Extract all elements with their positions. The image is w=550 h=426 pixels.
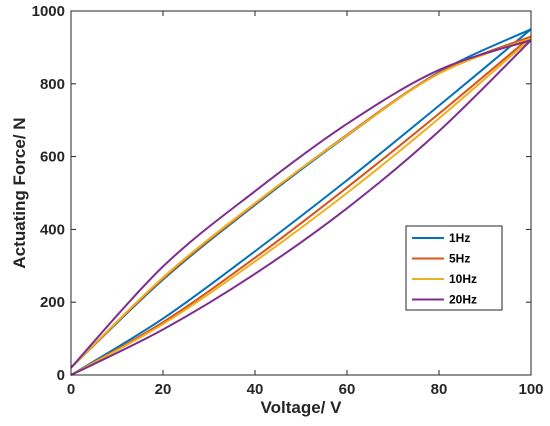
legend-box <box>405 225 503 311</box>
y-tick-label: 600 <box>40 149 65 166</box>
series-1Hz-loading-line <box>70 28 532 376</box>
x-tick-label: 60 <box>339 381 356 398</box>
series-20Hz-unloading-line <box>70 39 532 369</box>
legend-label-1Hz: 1Hz <box>449 231 470 245</box>
plot-frame <box>70 10 532 376</box>
x-tick-label: 100 <box>518 381 543 398</box>
x-tick-label: 20 <box>155 381 172 398</box>
legend-label-5Hz: 5Hz <box>449 252 470 266</box>
series-10Hz-unloading-line <box>70 37 532 369</box>
y-tick-label: 0 <box>57 367 65 384</box>
y-tick-label: 400 <box>40 221 65 238</box>
series-1Hz-unloading-line <box>70 28 532 369</box>
plot-area <box>70 28 532 376</box>
y-tick-label: 200 <box>40 294 65 311</box>
legend: 1Hz 5Hz 10Hz 20Hz <box>405 225 503 311</box>
x-tick-label: 80 <box>431 381 448 398</box>
legend-label-20Hz: 20Hz <box>449 293 477 307</box>
legend-label-10Hz: 10Hz <box>449 272 477 286</box>
x-axis-title: Voltage/ V <box>261 398 343 417</box>
x-tick-label: 40 <box>247 381 264 398</box>
y-tick-label: 1000 <box>32 3 65 20</box>
series-5Hz-loading-line <box>70 35 532 376</box>
series-20Hz-loading-line <box>70 39 532 376</box>
series-10Hz-loading-line <box>70 37 532 376</box>
y-tick-label: 800 <box>40 76 65 93</box>
y-axis-title: Actuating Force/ N <box>10 117 29 268</box>
x-tick-label: 0 <box>67 381 75 398</box>
